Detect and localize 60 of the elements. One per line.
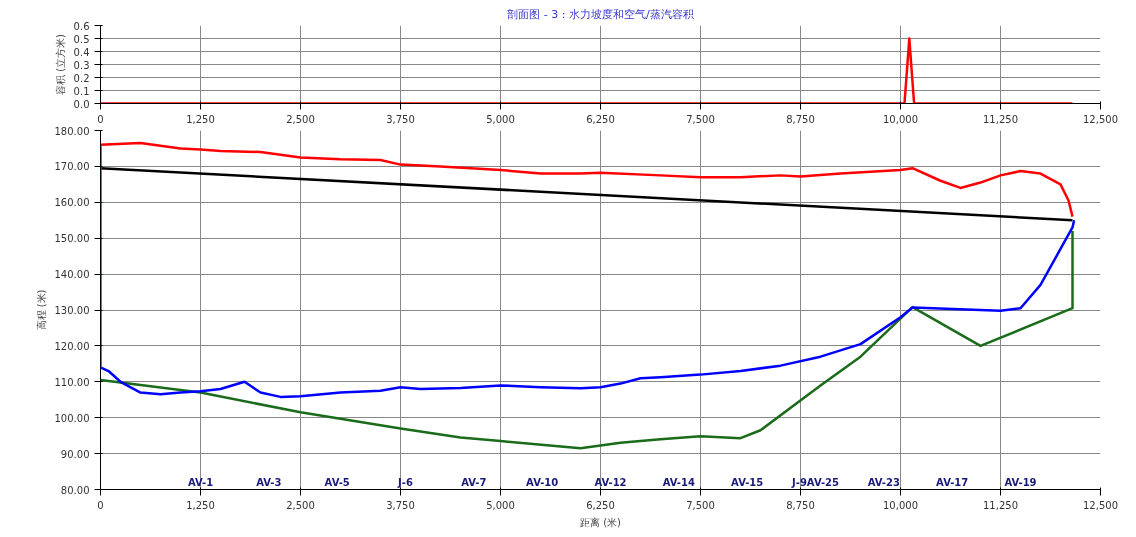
annotation: AV-1 (187, 476, 214, 488)
line-series (100, 141, 1074, 369)
x-tick-label: 3,750 (386, 499, 415, 511)
y-tick-label: 120.00 (54, 340, 90, 352)
annotation: AV-7 (461, 476, 487, 488)
annotation: AV-5 (324, 476, 350, 488)
x-tick-label: 1,250 (186, 499, 215, 511)
annotation: J-9AV-25 (791, 476, 840, 488)
y-tick-label: 0.3 (73, 59, 90, 71)
y-tick-label: 80.00 (60, 484, 90, 496)
x-tick-label: 1,250 (186, 113, 215, 125)
y-tick-label: 0.0 (73, 98, 90, 110)
x-tick-label: 5,000 (486, 499, 515, 511)
annotation: AV-23 (867, 476, 900, 488)
y-tick-label: 170.00 (54, 161, 90, 173)
y-axis-title: 高程 (米) (35, 289, 47, 331)
y-tick-label: 0.5 (73, 33, 90, 45)
line-series (100, 229, 1074, 450)
y-tick-label: 160.00 (54, 197, 90, 209)
y-tick-label: 0.4 (73, 46, 90, 58)
x-axis-title: 距离 (米) (580, 516, 622, 528)
x-tick-label: 8,750 (786, 113, 815, 125)
x-tick-label: 12,500 (1083, 499, 1118, 511)
x-tick-label: 2,500 (286, 499, 315, 511)
y-tick-label: 100.00 (54, 412, 90, 424)
annotation: AV-15 (731, 476, 764, 488)
x-tick-label: 7,500 (686, 113, 715, 125)
x-tick-label: 11,250 (983, 113, 1018, 125)
y-axis-title: 容积 (立方米) (54, 33, 66, 95)
y-tick-label: 180.00 (54, 125, 90, 137)
x-tick-label: 5,000 (486, 113, 515, 125)
annotation: AV-19 (1004, 476, 1037, 488)
annotation: AV-17 (936, 476, 969, 488)
x-tick-label: 2,500 (286, 113, 315, 125)
y-tick-label: 150.00 (54, 233, 90, 245)
x-tick-label: 7,500 (686, 499, 715, 511)
x-tick-label: 0 (97, 499, 104, 511)
x-tick-label: 3,750 (386, 113, 415, 125)
y-tick-label: 110.00 (54, 376, 90, 388)
annotation: AV-3 (256, 476, 282, 488)
annotation: J-6 (397, 476, 413, 488)
x-tick-label: 0 (97, 113, 104, 125)
x-tick-label: 8,750 (786, 499, 815, 511)
y-tick-label: 0.1 (73, 85, 90, 97)
x-tick-label: 11,250 (983, 499, 1018, 511)
x-tick-label: 6,250 (586, 499, 615, 511)
y-tick-label: 0.6 (73, 20, 90, 32)
x-tick-label: 10,000 (883, 113, 918, 125)
y-tick-label: 0.2 (73, 72, 90, 84)
line-series (100, 219, 1076, 399)
annotation: AV-12 (594, 476, 627, 488)
annotation: AV-14 (662, 476, 695, 488)
x-tick-label: 6,250 (586, 113, 615, 125)
annotation: AV-10 (526, 476, 559, 488)
y-tick-label: 90.00 (60, 448, 90, 460)
x-tick-label: 12,500 (1083, 113, 1118, 125)
y-tick-label: 130.00 (54, 305, 90, 316)
y-tick-label: 140.00 (54, 269, 90, 281)
chart-title: 剖面图 - 3 : 水力坡度和空气/蒸汽容积 (507, 7, 694, 21)
x-tick-label: 10,000 (883, 499, 918, 511)
